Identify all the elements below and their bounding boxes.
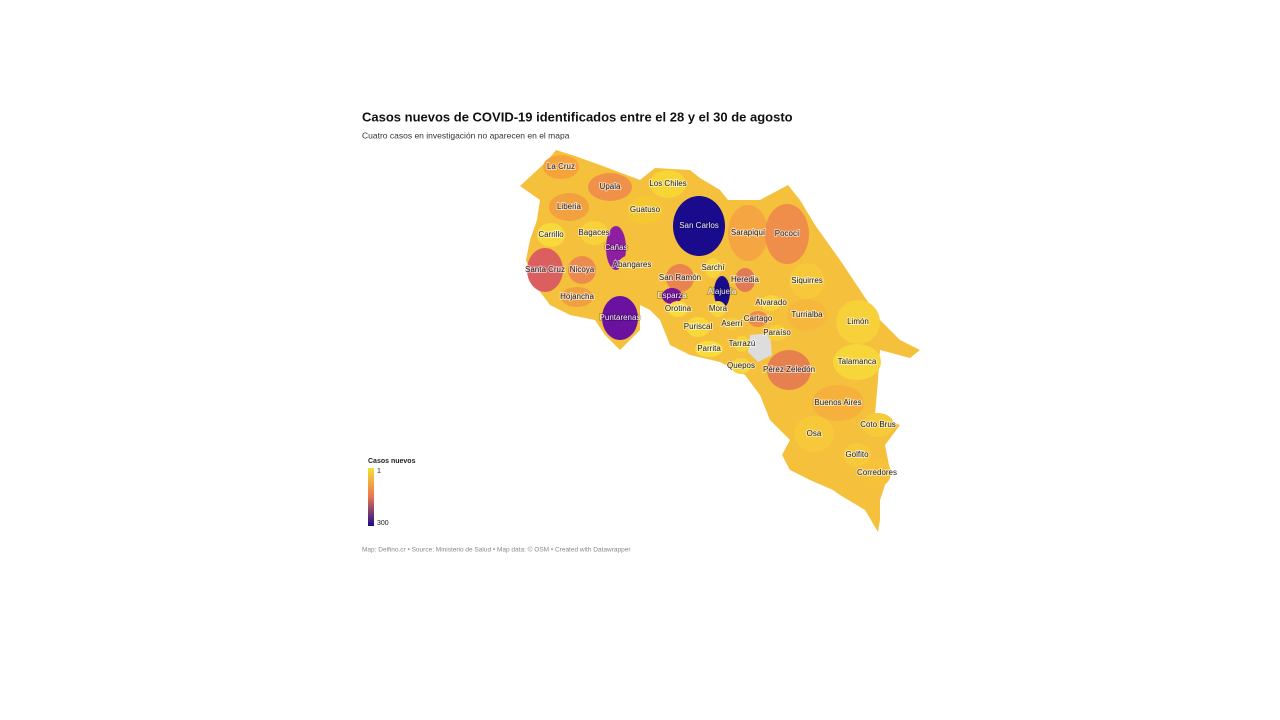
title: Casos nuevos de COVID-19 identificados e… [362, 109, 793, 124]
region-label: Upala [600, 182, 621, 191]
region-label: San Ramón [659, 273, 701, 282]
region [695, 341, 723, 357]
region [748, 311, 768, 327]
region [767, 350, 811, 390]
region [836, 300, 880, 344]
region [767, 325, 787, 341]
region [602, 296, 638, 340]
region-label: Cartago [744, 314, 773, 323]
region-label: Guatuso [630, 205, 661, 214]
region [812, 385, 864, 421]
legend-scale [368, 468, 374, 526]
region-label: Tarrazú [729, 339, 756, 348]
region-label: Parrita [697, 344, 721, 353]
region-label: Sarapiquí [731, 228, 766, 237]
region [527, 248, 563, 292]
region-label: Puriscal [684, 322, 713, 331]
region-label: Sarchí [701, 263, 725, 272]
region [537, 223, 565, 247]
region-label: Alajuela [708, 287, 737, 296]
region-label: Mora [709, 304, 728, 313]
region [686, 317, 710, 337]
region-label: Puntarenas [600, 313, 641, 322]
region-label: Corredores [857, 468, 897, 477]
region [714, 276, 730, 308]
region [543, 155, 579, 179]
region-label: Esparza [657, 291, 687, 300]
region-label: Heredia [731, 275, 760, 284]
region-label: Coto Brus [860, 420, 896, 429]
region [627, 196, 663, 224]
region [734, 336, 750, 352]
region-label: Pococí [775, 229, 800, 238]
region-label: Abangares [613, 260, 652, 269]
region [650, 170, 686, 198]
regions [527, 155, 894, 487]
region-label: San Carlos [679, 221, 719, 230]
region-label: Bagaces [578, 228, 609, 237]
region-label: Alvarado [755, 298, 787, 307]
region-label: Pérez Zeledón [763, 365, 815, 374]
region-label: Limón [847, 317, 869, 326]
region [673, 196, 725, 256]
region [789, 263, 825, 299]
region-label: Turrialba [791, 310, 823, 319]
region [731, 358, 751, 374]
region [761, 295, 781, 311]
region [794, 416, 834, 452]
region-label: Talamanca [838, 357, 877, 366]
region [735, 268, 755, 292]
region [549, 193, 589, 221]
region-label: Golfito [845, 450, 869, 459]
region [668, 301, 688, 317]
region [666, 264, 694, 292]
region-label: Liberia [557, 202, 582, 211]
footer: Map: Delfino.cr • Source: Ministerio de … [362, 546, 631, 554]
region-label: Santa Cruz [525, 265, 565, 274]
region-label: Cañas [604, 243, 627, 252]
region [833, 344, 881, 380]
region-label: Carrillo [538, 230, 564, 239]
region-label: La Cruz [547, 162, 575, 171]
region [580, 221, 608, 245]
region-label: Paraíso [763, 328, 791, 337]
region-label: Siquirres [791, 276, 823, 285]
region-label: Quepos [727, 361, 755, 370]
legend-max: 300 [377, 520, 389, 527]
legend-title: Casos nuevos [368, 458, 416, 465]
region [862, 413, 894, 437]
region [588, 173, 632, 201]
region [863, 459, 891, 487]
region-label: Los Chiles [649, 179, 686, 188]
region [787, 299, 827, 331]
region-label: Buenos Aires [814, 398, 861, 407]
region-label: Aserrí [721, 319, 743, 328]
region [705, 258, 721, 278]
legend-min: 1 [377, 468, 381, 475]
region [561, 287, 593, 307]
region [843, 443, 871, 467]
region-labels: La Cruz Upala Los Chiles Liberia Guatuso San … [524, 161, 898, 478]
region-label: Osa [807, 429, 822, 438]
region [568, 256, 596, 284]
subtitle: Cuatro casos en investigación no aparece… [362, 130, 570, 140]
no-data-area [748, 333, 772, 362]
region-label: Orotina [665, 304, 692, 313]
region-label: Hojancha [560, 292, 594, 301]
region-label: Nicoya [570, 265, 595, 274]
region [724, 318, 740, 330]
region [662, 288, 682, 304]
region [765, 204, 809, 264]
region [618, 255, 646, 275]
region [710, 301, 726, 317]
region [728, 205, 768, 261]
